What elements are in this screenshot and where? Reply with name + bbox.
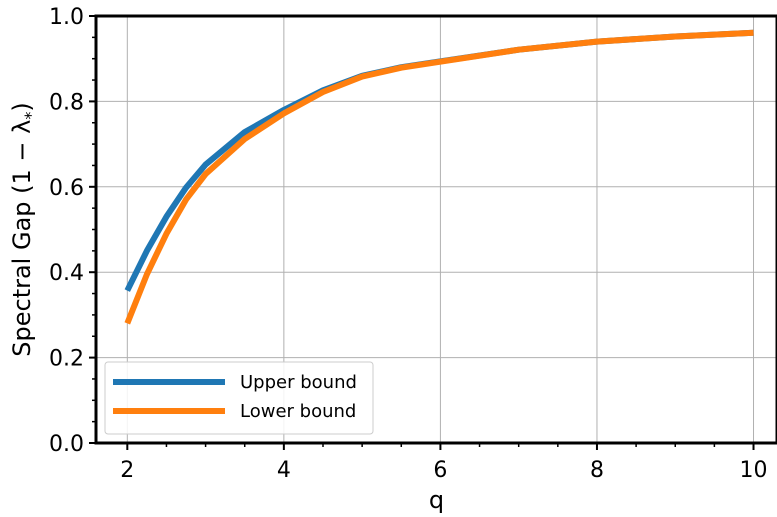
y-axis-label: Spectral Gap (1 − λ*): [8, 102, 40, 356]
y-tick-label: 0.6: [49, 176, 84, 201]
y-axis-label-subscript: *: [21, 112, 40, 120]
x-axis-label: q: [429, 486, 444, 514]
ticks: 2 4 6 8 10 0.0 0.2 0.4 0.6 0.8 1.0: [49, 5, 768, 483]
y-axis-label-main: Spectral Gap (1 − λ: [8, 120, 36, 357]
x-tick-label: 10: [740, 458, 768, 483]
x-tick-label: 2: [120, 458, 134, 483]
series-line-lower-bound: [124, 29, 754, 325]
y-tick-label: 0.2: [49, 347, 84, 372]
y-tick-label: 0.8: [49, 90, 84, 115]
series-lines: [124, 29, 754, 325]
x-tick-label: 8: [590, 458, 604, 483]
legend-label: Lower bound: [240, 401, 356, 422]
x-tick-label: 4: [277, 458, 291, 483]
legend: Upper bound Lower bound: [104, 361, 374, 435]
legend-label: Upper bound: [240, 372, 357, 393]
y-tick-label: 0.4: [49, 261, 84, 286]
y-tick-label: 1.0: [49, 5, 84, 30]
y-tick-label: 0.0: [49, 432, 84, 457]
x-tick-label: 6: [433, 458, 447, 483]
y-axis-label-close: ): [8, 102, 36, 111]
